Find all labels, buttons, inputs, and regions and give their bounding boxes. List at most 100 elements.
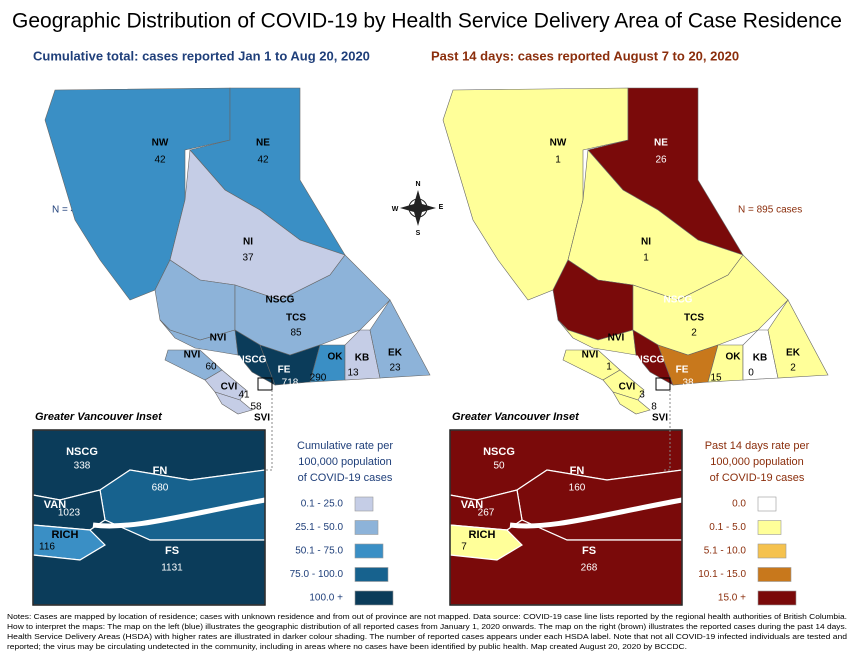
- region-label: FE: [676, 365, 689, 376]
- subtitle: Cumulative total: cases reported Jan 1 t…: [33, 48, 370, 63]
- inset-value: 268: [581, 563, 598, 574]
- inset-label: FN: [153, 465, 168, 477]
- region-label: TCS: [684, 313, 704, 324]
- region-value: 26: [655, 155, 667, 166]
- legend-label: 50.1 - 75.0: [295, 546, 343, 557]
- region-label: SVI: [652, 413, 668, 424]
- compass-e: E: [439, 204, 444, 211]
- region-label: OK: [726, 352, 742, 363]
- region-label: TCS: [286, 313, 306, 324]
- subtitle: Past 14 days: cases reported August 7 to…: [431, 48, 739, 63]
- inset-value: 267: [478, 508, 495, 519]
- legend-swatch: [354, 590, 394, 606]
- region-label: KB: [355, 353, 369, 364]
- leader-line: [265, 390, 273, 471]
- region-label: NW: [550, 138, 567, 149]
- region-value: 0: [748, 368, 754, 379]
- compass-w: W: [392, 206, 399, 213]
- compass-ring: [408, 198, 428, 218]
- legend-swatch: [757, 543, 787, 559]
- legend-title: Past 14 days rate per: [705, 440, 810, 452]
- inset-value: 338: [74, 461, 91, 472]
- legend-swatch: [354, 496, 374, 512]
- region-label: NSCG: [266, 295, 295, 306]
- legend-swatch: [354, 567, 389, 582]
- region-value: 2: [691, 328, 697, 339]
- inset-title: Greater Vancouver Inset: [35, 411, 163, 423]
- region-label: NSCG: [664, 295, 693, 306]
- legend-swatch: [354, 520, 379, 535]
- compass-s: S: [416, 230, 421, 237]
- legend-label: 25.1 - 50.0: [295, 522, 343, 533]
- legend-swatch: [757, 567, 792, 582]
- inset-label: RICH: [52, 529, 79, 541]
- region-value: 1: [555, 155, 561, 166]
- legend-label: 0.1 - 25.0: [301, 499, 344, 510]
- case-total: N = 895 cases: [738, 205, 802, 216]
- region: [767, 299, 829, 379]
- legend-title: of COVID-19 cases: [298, 472, 393, 484]
- inset-value: 116: [39, 542, 55, 553]
- notes: reported; the virus may be circulating u…: [7, 642, 687, 651]
- region-value: 41: [238, 390, 250, 401]
- legend-label: 15.0 +: [718, 593, 746, 604]
- region-value: 42: [257, 155, 269, 166]
- region-label: NI: [641, 237, 651, 248]
- legend-title: of COVID-19 cases: [710, 472, 805, 484]
- notes: Health Service Delivery Areas (HSDA) wit…: [7, 632, 847, 641]
- region-value: 60: [205, 362, 217, 373]
- region-label: SVI: [254, 413, 270, 424]
- legend-label: 0.1 - 5.0: [709, 522, 746, 533]
- inset-label: NSCG: [66, 446, 98, 458]
- region-value: 1: [643, 253, 649, 264]
- legend-title: 100,000 population: [710, 456, 804, 468]
- region: [369, 299, 431, 379]
- region-value: 85: [290, 328, 302, 339]
- region-label: NSCG: [238, 355, 267, 366]
- region-value: 37: [242, 253, 254, 264]
- region-value: 38: [682, 378, 694, 389]
- region-label: NVI: [582, 350, 599, 361]
- region-label: NW: [152, 138, 169, 149]
- region-label: NE: [654, 138, 668, 149]
- region: [214, 391, 253, 415]
- region: [602, 369, 645, 401]
- region-value: 290: [310, 373, 327, 384]
- legend-label: 100.0 +: [309, 593, 343, 604]
- region-label: EK: [388, 348, 403, 359]
- compass-n: N: [415, 181, 420, 188]
- river: [509, 497, 683, 529]
- region-label: OK: [328, 352, 344, 363]
- legend-label: 75.0 - 100.0: [290, 569, 344, 580]
- inset-label: FS: [582, 545, 596, 557]
- region: [344, 329, 381, 381]
- inset-label: NSCG: [483, 446, 515, 458]
- legend-label: 10.1 - 15.0: [698, 569, 746, 580]
- region-label: NVI: [184, 350, 201, 361]
- region-label: KB: [753, 353, 767, 364]
- river: [92, 497, 266, 529]
- notes: How to interpret the maps: The map on th…: [7, 622, 847, 631]
- legend-swatch: [354, 543, 384, 559]
- leader-line: [663, 390, 671, 471]
- inset-value: 7: [461, 542, 467, 553]
- region-value: 8: [651, 402, 657, 413]
- inset-label: FN: [570, 465, 585, 477]
- inset-label: RICH: [469, 529, 496, 541]
- region-label: NI: [243, 237, 253, 248]
- notes: Notes: Cases are mapped by location of r…: [7, 612, 847, 621]
- legend-label: 5.1 - 10.0: [704, 546, 747, 557]
- inset-label: VAN: [461, 499, 483, 511]
- inset-value: 680: [152, 483, 169, 494]
- inset-locator: [655, 377, 671, 391]
- inset-title: Greater Vancouver Inset: [452, 411, 580, 423]
- inset-label: VAN: [44, 499, 66, 511]
- inset-frame: [449, 429, 683, 606]
- region-label: EK: [786, 348, 801, 359]
- region-value: 718: [282, 378, 299, 389]
- legend-swatch: [757, 496, 777, 512]
- region-value: 2: [790, 363, 796, 374]
- region-value: 15: [710, 373, 722, 384]
- region-label: CVI: [619, 382, 636, 393]
